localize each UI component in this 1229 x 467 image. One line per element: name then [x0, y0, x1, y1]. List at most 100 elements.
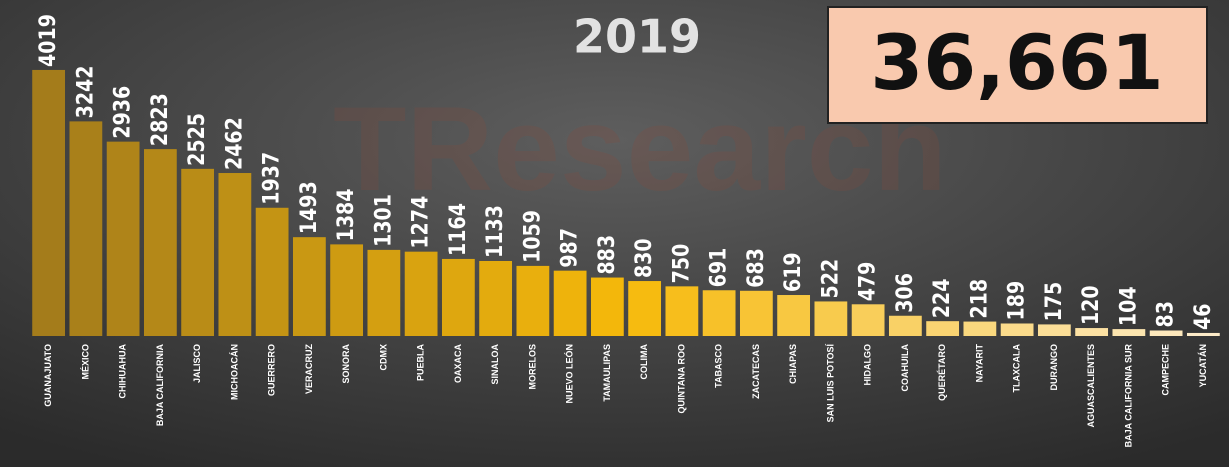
x-tick-label: QUERÉTARO	[937, 344, 947, 401]
bar	[143, 149, 177, 336]
x-tick-label: PUEBLA	[416, 344, 426, 382]
value-label: 987	[556, 228, 582, 268]
value-label: 175	[1041, 282, 1067, 322]
value-label: 218	[966, 279, 992, 319]
value-label: 883	[594, 235, 620, 275]
bar	[702, 290, 736, 336]
bar	[479, 260, 513, 336]
x-tick-label: GUANAJUATO	[43, 344, 53, 407]
x-tick-label: HIDALGO	[863, 344, 873, 386]
value-label: 2525	[184, 113, 210, 166]
x-tick-label: SONORA	[341, 344, 351, 384]
bar	[553, 270, 587, 336]
bar	[665, 286, 699, 336]
x-tick-label: MORELOS	[527, 344, 537, 390]
x-tick-label: COAHUILA	[900, 344, 910, 392]
bar	[1000, 323, 1034, 336]
value-label: 4019	[35, 14, 61, 67]
bar	[851, 304, 885, 336]
value-label: 1164	[445, 203, 471, 256]
value-label: 1059	[519, 210, 545, 263]
bar	[1112, 329, 1146, 336]
bar	[330, 244, 364, 336]
x-tick-label: YUCATÁN	[1198, 344, 1208, 387]
bar	[367, 249, 401, 336]
x-tick-label: TAMAULIPAS	[602, 344, 612, 402]
value-label: 2462	[221, 117, 247, 170]
x-tick-label: CAMPECHE	[1161, 344, 1171, 396]
value-label: 2936	[109, 86, 135, 139]
bar	[292, 237, 326, 336]
x-tick-label: MÉXICO	[80, 344, 90, 380]
value-label: 306	[892, 273, 918, 313]
x-tick-label: MICHOACÁN	[229, 344, 239, 400]
value-label: 189	[1003, 281, 1029, 321]
bar	[777, 295, 811, 336]
value-label: 1274	[407, 196, 433, 249]
bar	[590, 277, 624, 336]
bar	[739, 290, 773, 336]
bar	[106, 141, 140, 336]
value-label: 1133	[482, 205, 508, 258]
value-label: 1301	[370, 194, 396, 247]
chart-title: 2019	[573, 10, 701, 64]
bar	[404, 251, 438, 336]
x-tick-label: GUERRERO	[267, 344, 277, 396]
x-tick-label: BAJA CALIFORNIA SUR	[1123, 344, 1133, 448]
value-label: 1384	[333, 189, 359, 242]
total-box	[827, 6, 1208, 124]
value-label: 522	[817, 259, 843, 299]
value-label: 1493	[296, 181, 322, 234]
x-tick-label: SAN LUIS POTOSÍ	[825, 344, 835, 423]
value-label: 691	[705, 248, 731, 288]
bar	[32, 69, 66, 336]
x-tick-label: VERACRUZ	[304, 344, 314, 395]
bar	[1037, 324, 1071, 336]
bar	[1075, 328, 1109, 336]
x-tick-label: TLAXCALA	[1012, 344, 1022, 393]
bar	[181, 168, 215, 336]
value-label: 120	[1078, 285, 1104, 325]
value-label: 2823	[147, 93, 173, 146]
bar	[69, 121, 103, 336]
bar	[963, 321, 997, 336]
x-tick-label: JALISCO	[192, 344, 202, 383]
x-tick-label: DURANGO	[1049, 344, 1059, 391]
bar	[516, 265, 550, 336]
bar	[441, 258, 475, 336]
value-label: 83	[1152, 301, 1178, 327]
x-tick-label: QUINTANA ROO	[676, 344, 686, 414]
x-tick-label: NUEVO LEÓN	[564, 344, 575, 404]
value-label: 619	[780, 252, 806, 292]
bar	[1149, 330, 1183, 336]
x-tick-label: CHIAPAS	[788, 344, 798, 384]
value-label: 224	[929, 279, 955, 319]
total-value: 36,661	[870, 18, 1163, 107]
value-label: 750	[668, 244, 694, 284]
x-tick-label: COLIMA	[639, 344, 649, 380]
value-label: 830	[631, 238, 657, 278]
bar	[255, 207, 289, 336]
value-label: 104	[1115, 286, 1141, 326]
bar	[1186, 332, 1220, 336]
bar	[926, 321, 960, 336]
x-tick-label: TABASCO	[714, 344, 724, 388]
value-label: 46	[1190, 304, 1216, 330]
value-label: 479	[854, 262, 880, 302]
x-tick-label: AGUASCALIENTES	[1086, 344, 1096, 428]
x-tick-label: SINALOA	[490, 343, 500, 384]
bar	[628, 281, 662, 336]
x-tick-label: BAJA CALIFORNIA	[155, 344, 165, 427]
bar	[814, 301, 848, 336]
bar	[218, 173, 252, 336]
x-tick-label: CDMX	[378, 344, 388, 371]
value-label: 1937	[258, 152, 284, 205]
x-tick-label: NAYARIT	[974, 344, 984, 383]
bar	[888, 315, 922, 336]
x-tick-label: OAXACA	[453, 344, 463, 384]
x-tick-label: CHIHUAHUA	[118, 344, 128, 399]
value-label: 3242	[72, 66, 98, 119]
value-label: 683	[743, 248, 769, 288]
x-tick-label: ZACATECAS	[751, 344, 761, 399]
